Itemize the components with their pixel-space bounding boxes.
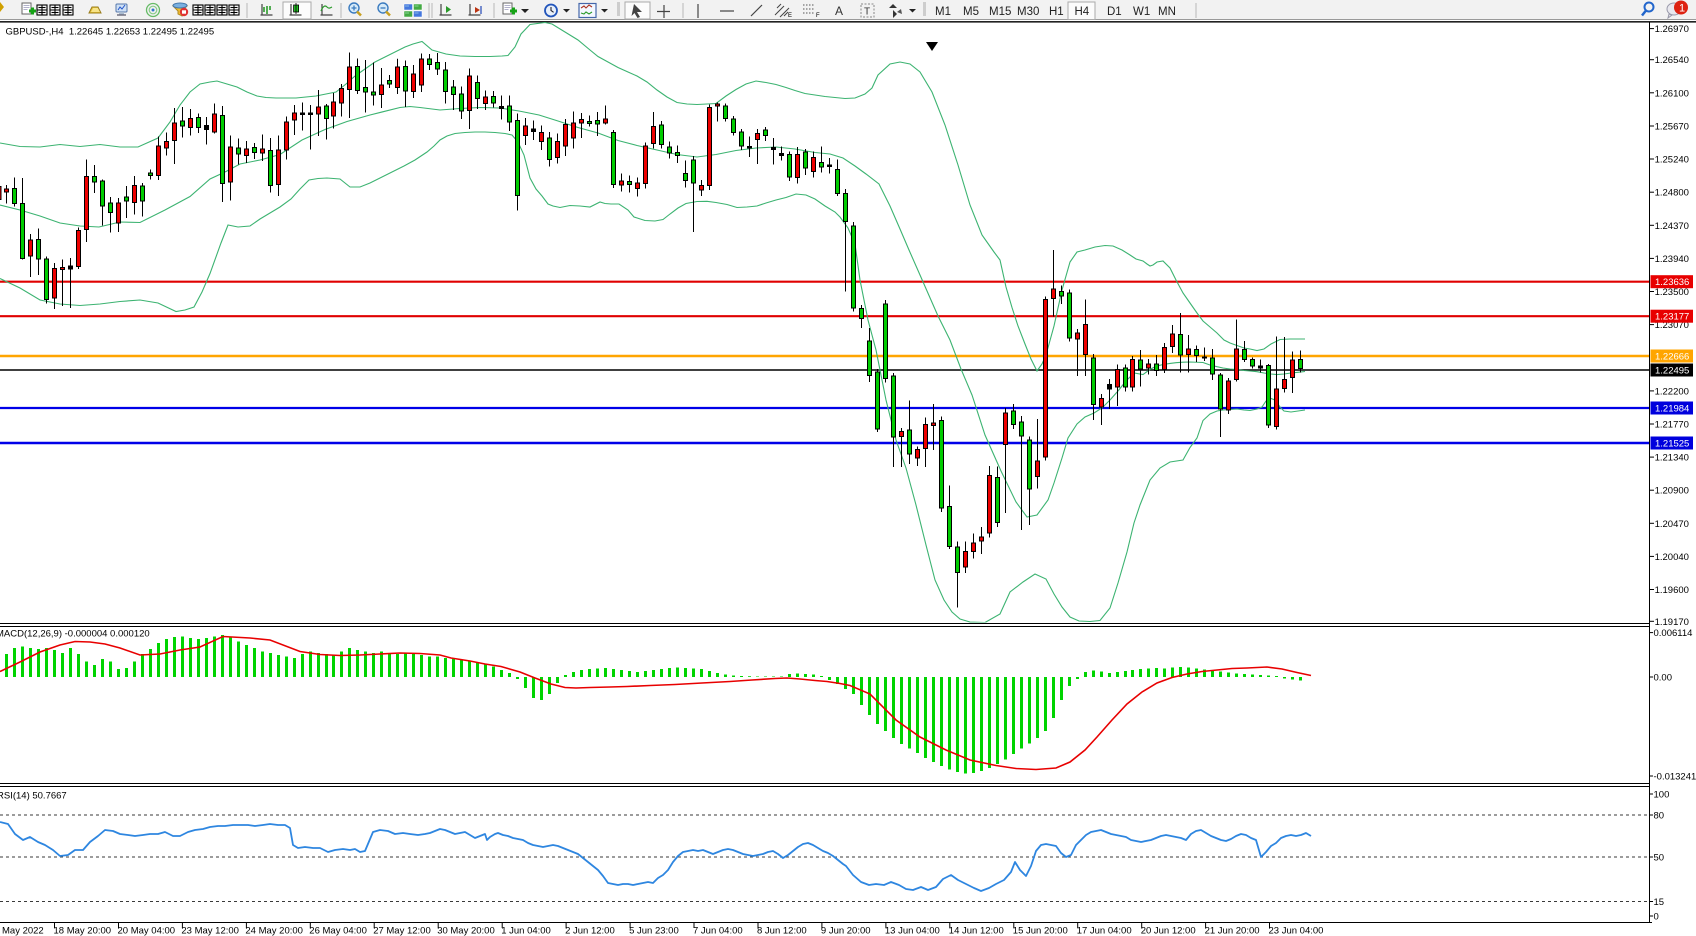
svg-text:18 May 20:00: 18 May 20:00 — [54, 926, 112, 936]
svg-text:1.22666: 1.22666 — [1655, 352, 1689, 363]
svg-text:T: T — [864, 7, 870, 18]
svg-text:1.24370: 1.24370 — [1655, 221, 1689, 232]
svg-text:RSI(14) 50.7667: RSI(14) 50.7667 — [0, 791, 67, 802]
svg-text:GBPUSD-,H4 1.22645 1.22653 1.: GBPUSD-,H4 1.22645 1.22653 1.22495 1.224… — [6, 27, 215, 38]
svg-text:1.20900: 1.20900 — [1655, 486, 1689, 497]
svg-text:D1: D1 — [1107, 6, 1122, 18]
svg-text:20 Jun 12:00: 20 Jun 12:00 — [1141, 926, 1196, 936]
svg-text:1.22495: 1.22495 — [1655, 366, 1689, 377]
svg-text:MN: MN — [1158, 6, 1176, 18]
svg-text:1.26100: 1.26100 — [1655, 88, 1689, 99]
svg-text:1.23500: 1.23500 — [1655, 287, 1689, 298]
svg-text:0.006114: 0.006114 — [1654, 628, 1693, 639]
svg-text:1.20040: 1.20040 — [1655, 552, 1689, 563]
svg-text:E: E — [788, 13, 792, 19]
svg-text:20 May 04:00: 20 May 04:00 — [118, 926, 176, 936]
svg-text:1: 1 — [1679, 3, 1685, 15]
svg-text:1.24800: 1.24800 — [1655, 188, 1689, 199]
svg-text:W1: W1 — [1133, 6, 1150, 18]
svg-text:26 May 04:00: 26 May 04:00 — [309, 926, 367, 936]
svg-text:1.23636: 1.23636 — [1655, 277, 1689, 288]
svg-text:1.20470: 1.20470 — [1655, 519, 1689, 530]
svg-text:1.23177: 1.23177 — [1655, 312, 1689, 323]
svg-text:13 Jun 04:00: 13 Jun 04:00 — [885, 926, 940, 936]
svg-text:9 Jun 20:00: 9 Jun 20:00 — [821, 926, 871, 936]
svg-text:M1: M1 — [935, 6, 951, 18]
svg-text:-0.013241: -0.013241 — [1654, 772, 1696, 783]
svg-text:M5: M5 — [963, 6, 979, 18]
svg-text:0.00: 0.00 — [1654, 673, 1673, 684]
svg-text:1.19170: 1.19170 — [1655, 617, 1689, 628]
svg-text:23 May 12:00: 23 May 12:00 — [181, 926, 239, 936]
svg-text:15 Jun 20:00: 15 Jun 20:00 — [1013, 926, 1068, 936]
svg-text:1 Jun 04:00: 1 Jun 04:00 — [501, 926, 551, 936]
svg-text:30 May 20:00: 30 May 20:00 — [437, 926, 495, 936]
svg-text:H1: H1 — [1049, 6, 1064, 18]
svg-text:8 Jun 12:00: 8 Jun 12:00 — [757, 926, 807, 936]
svg-text:1.21525: 1.21525 — [1655, 439, 1689, 450]
svg-text:1.23940: 1.23940 — [1655, 254, 1689, 265]
svg-text:24 May 20:00: 24 May 20:00 — [245, 926, 303, 936]
svg-text:1.21770: 1.21770 — [1655, 420, 1689, 431]
svg-text:27 May 12:00: 27 May 12:00 — [373, 926, 431, 936]
svg-text:100: 100 — [1654, 790, 1670, 801]
svg-text:M30: M30 — [1017, 6, 1039, 18]
svg-text:1.23070: 1.23070 — [1655, 320, 1689, 331]
svg-text:A: A — [835, 4, 843, 18]
svg-text:May 2022: May 2022 — [2, 926, 44, 936]
svg-text:1.25670: 1.25670 — [1655, 122, 1689, 133]
svg-text:50: 50 — [1654, 853, 1665, 864]
svg-text:1.19600: 1.19600 — [1655, 585, 1689, 596]
svg-text:15: 15 — [1654, 897, 1665, 908]
svg-text:0: 0 — [1654, 912, 1659, 923]
svg-text:2 Jun 12:00: 2 Jun 12:00 — [565, 926, 615, 936]
svg-text:21 Jun 20:00: 21 Jun 20:00 — [1205, 926, 1260, 936]
svg-text:7 Jun 04:00: 7 Jun 04:00 — [693, 926, 743, 936]
svg-text:1.26540: 1.26540 — [1655, 55, 1689, 66]
svg-text:5 Jun 23:00: 5 Jun 23:00 — [629, 926, 679, 936]
svg-text:H4: H4 — [1075, 6, 1090, 18]
svg-text:23 Jun 04:00: 23 Jun 04:00 — [1269, 926, 1324, 936]
svg-text:1.22200: 1.22200 — [1655, 386, 1689, 397]
svg-text:MACD(12,26,9) -0.000004 0.0001: MACD(12,26,9) -0.000004 0.000120 — [0, 629, 150, 640]
svg-text:M15: M15 — [989, 6, 1011, 18]
svg-text:1.25240: 1.25240 — [1655, 155, 1689, 166]
svg-text:F: F — [816, 13, 820, 19]
svg-text:17 Jun 04:00: 17 Jun 04:00 — [1077, 926, 1132, 936]
svg-text:1.26970: 1.26970 — [1655, 24, 1689, 35]
svg-text:14 Jun 12:00: 14 Jun 12:00 — [949, 926, 1004, 936]
svg-text:1.21984: 1.21984 — [1655, 404, 1689, 415]
svg-text:80: 80 — [1654, 811, 1665, 822]
svg-text:1.21340: 1.21340 — [1655, 453, 1689, 464]
